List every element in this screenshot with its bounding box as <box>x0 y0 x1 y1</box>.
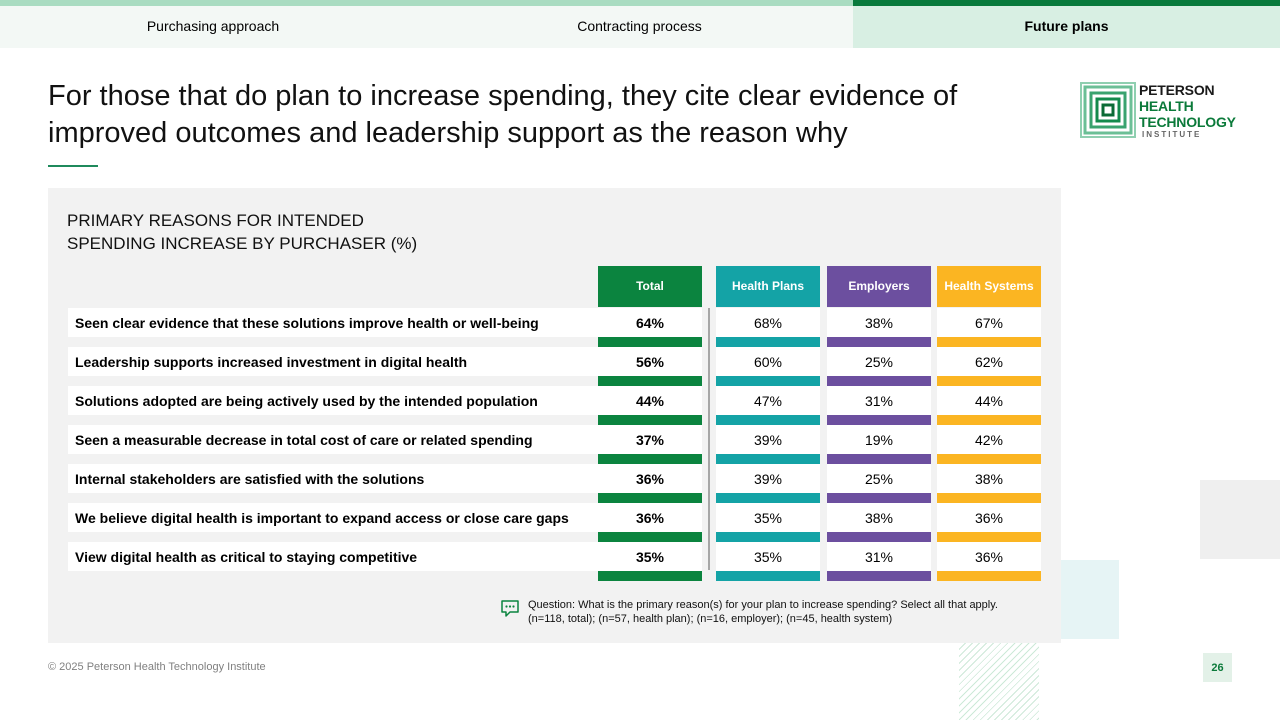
value-cell: 47% <box>716 386 820 415</box>
value-cell: 38% <box>937 464 1041 493</box>
value-cell: 44% <box>937 386 1041 415</box>
column-header: Health Plans <box>716 266 820 307</box>
column-color-band <box>937 337 1041 347</box>
decorative-hatch <box>959 643 1039 720</box>
value-cell: 36% <box>937 503 1041 532</box>
column-color-band <box>716 454 820 464</box>
value-cell: 64% <box>598 308 702 337</box>
value-cell: 44% <box>598 386 702 415</box>
column-color-band <box>716 532 820 542</box>
column-color-band <box>827 337 931 347</box>
decorative-block <box>1200 480 1280 559</box>
total-divider <box>708 308 710 570</box>
value-cell: 19% <box>827 425 931 454</box>
sample-sizes: (n=118, total); (n=57, health plan); (n=… <box>528 613 893 625</box>
value-cell: 42% <box>937 425 1041 454</box>
value-cell: 36% <box>937 542 1041 571</box>
column-color-band <box>827 415 931 425</box>
column-color-band <box>827 376 931 386</box>
column-header: Employers <box>827 266 931 307</box>
panel-title-line: SPENDING INCREASE BY PURCHASER (%) <box>67 234 418 253</box>
column-color-band <box>598 493 702 503</box>
panel-title-line: PRIMARY REASONS FOR INTENDED <box>67 211 364 230</box>
value-cell: 35% <box>598 542 702 571</box>
value-cell: 62% <box>937 347 1041 376</box>
column-color-band <box>937 493 1041 503</box>
row-label: View digital health as critical to stayi… <box>68 542 598 571</box>
column-color-band <box>827 571 931 581</box>
tab-indicator <box>0 0 426 6</box>
logo-text-line: INSTITUTE <box>1142 130 1202 139</box>
column-color-band <box>827 532 931 542</box>
value-cell: 39% <box>716 464 820 493</box>
logo-text-line: PETERSON <box>1139 82 1215 98</box>
column-header: Health Systems <box>937 266 1041 307</box>
decorative-block <box>1061 560 1119 639</box>
value-cell: 31% <box>827 542 931 571</box>
column-color-band <box>827 493 931 503</box>
column-color-band <box>937 454 1041 464</box>
value-cell: 60% <box>716 347 820 376</box>
section-tabs: Purchasing approach Contracting process … <box>0 0 1280 48</box>
value-cell: 38% <box>827 503 931 532</box>
question-text: Question: What is the primary reason(s) … <box>528 599 998 611</box>
copyright: © 2025 Peterson Health Technology Instit… <box>48 661 266 673</box>
tab-purchasing-approach[interactable]: Purchasing approach <box>0 0 426 48</box>
logo-text-line: TECHNOLOGY <box>1139 114 1236 130</box>
column-color-band <box>716 376 820 386</box>
column-color-band <box>598 454 702 464</box>
row-label: Leadership supports increased investment… <box>68 347 598 376</box>
column-color-band <box>598 532 702 542</box>
tab-indicator <box>853 0 1280 6</box>
column-color-band <box>716 415 820 425</box>
value-cell: 25% <box>827 464 931 493</box>
column-color-band <box>598 376 702 386</box>
column-color-band <box>716 493 820 503</box>
logo-text-line: HEALTH <box>1139 98 1194 114</box>
value-cell: 25% <box>827 347 931 376</box>
value-cell: 36% <box>598 464 702 493</box>
column-color-band <box>827 454 931 464</box>
value-cell: 36% <box>598 503 702 532</box>
tab-contracting-process[interactable]: Contracting process <box>426 0 853 48</box>
row-label: We believe digital health is important t… <box>68 503 598 532</box>
panel-title: PRIMARY REASONS FOR INTENDED SPENDING IN… <box>67 209 417 255</box>
column-color-band <box>598 571 702 581</box>
value-cell: 31% <box>827 386 931 415</box>
row-label: Seen a measurable decrease in total cost… <box>68 425 598 454</box>
tab-indicator <box>426 0 853 6</box>
value-cell: 56% <box>598 347 702 376</box>
slide-title: For those that do plan to increase spend… <box>48 80 958 149</box>
value-cell: 35% <box>716 503 820 532</box>
column-color-band <box>937 532 1041 542</box>
value-cell: 68% <box>716 308 820 337</box>
row-label: Internal stakeholders are satisfied with… <box>68 464 598 493</box>
chart-panel: PRIMARY REASONS FOR INTENDED SPENDING IN… <box>48 188 1061 643</box>
row-label: Seen clear evidence that these solutions… <box>68 308 598 337</box>
peterson-logo: PETERSON HEALTH TECHNOLOGY INSTITUTE <box>1080 82 1240 142</box>
value-cell: 37% <box>598 425 702 454</box>
value-cell: 67% <box>937 308 1041 337</box>
title-underline <box>48 165 98 167</box>
value-cell: 38% <box>827 308 931 337</box>
column-color-band <box>598 337 702 347</box>
tab-future-plans[interactable]: Future plans <box>853 0 1280 48</box>
speech-bubble-icon <box>501 600 519 617</box>
page-number: 26 <box>1203 653 1232 682</box>
column-color-band <box>716 571 820 581</box>
row-label: Solutions adopted are being actively use… <box>68 386 598 415</box>
value-cell: 39% <box>716 425 820 454</box>
logo-mark-icon <box>1080 82 1136 138</box>
column-color-band <box>716 337 820 347</box>
tab-label: Contracting process <box>577 18 702 34</box>
column-color-band <box>598 415 702 425</box>
tab-label: Purchasing approach <box>146 18 280 34</box>
column-color-band <box>937 571 1041 581</box>
column-header: Total <box>598 266 702 307</box>
column-color-band <box>937 415 1041 425</box>
column-color-band <box>937 376 1041 386</box>
value-cell: 35% <box>716 542 820 571</box>
tab-label: Future plans <box>1024 18 1109 34</box>
